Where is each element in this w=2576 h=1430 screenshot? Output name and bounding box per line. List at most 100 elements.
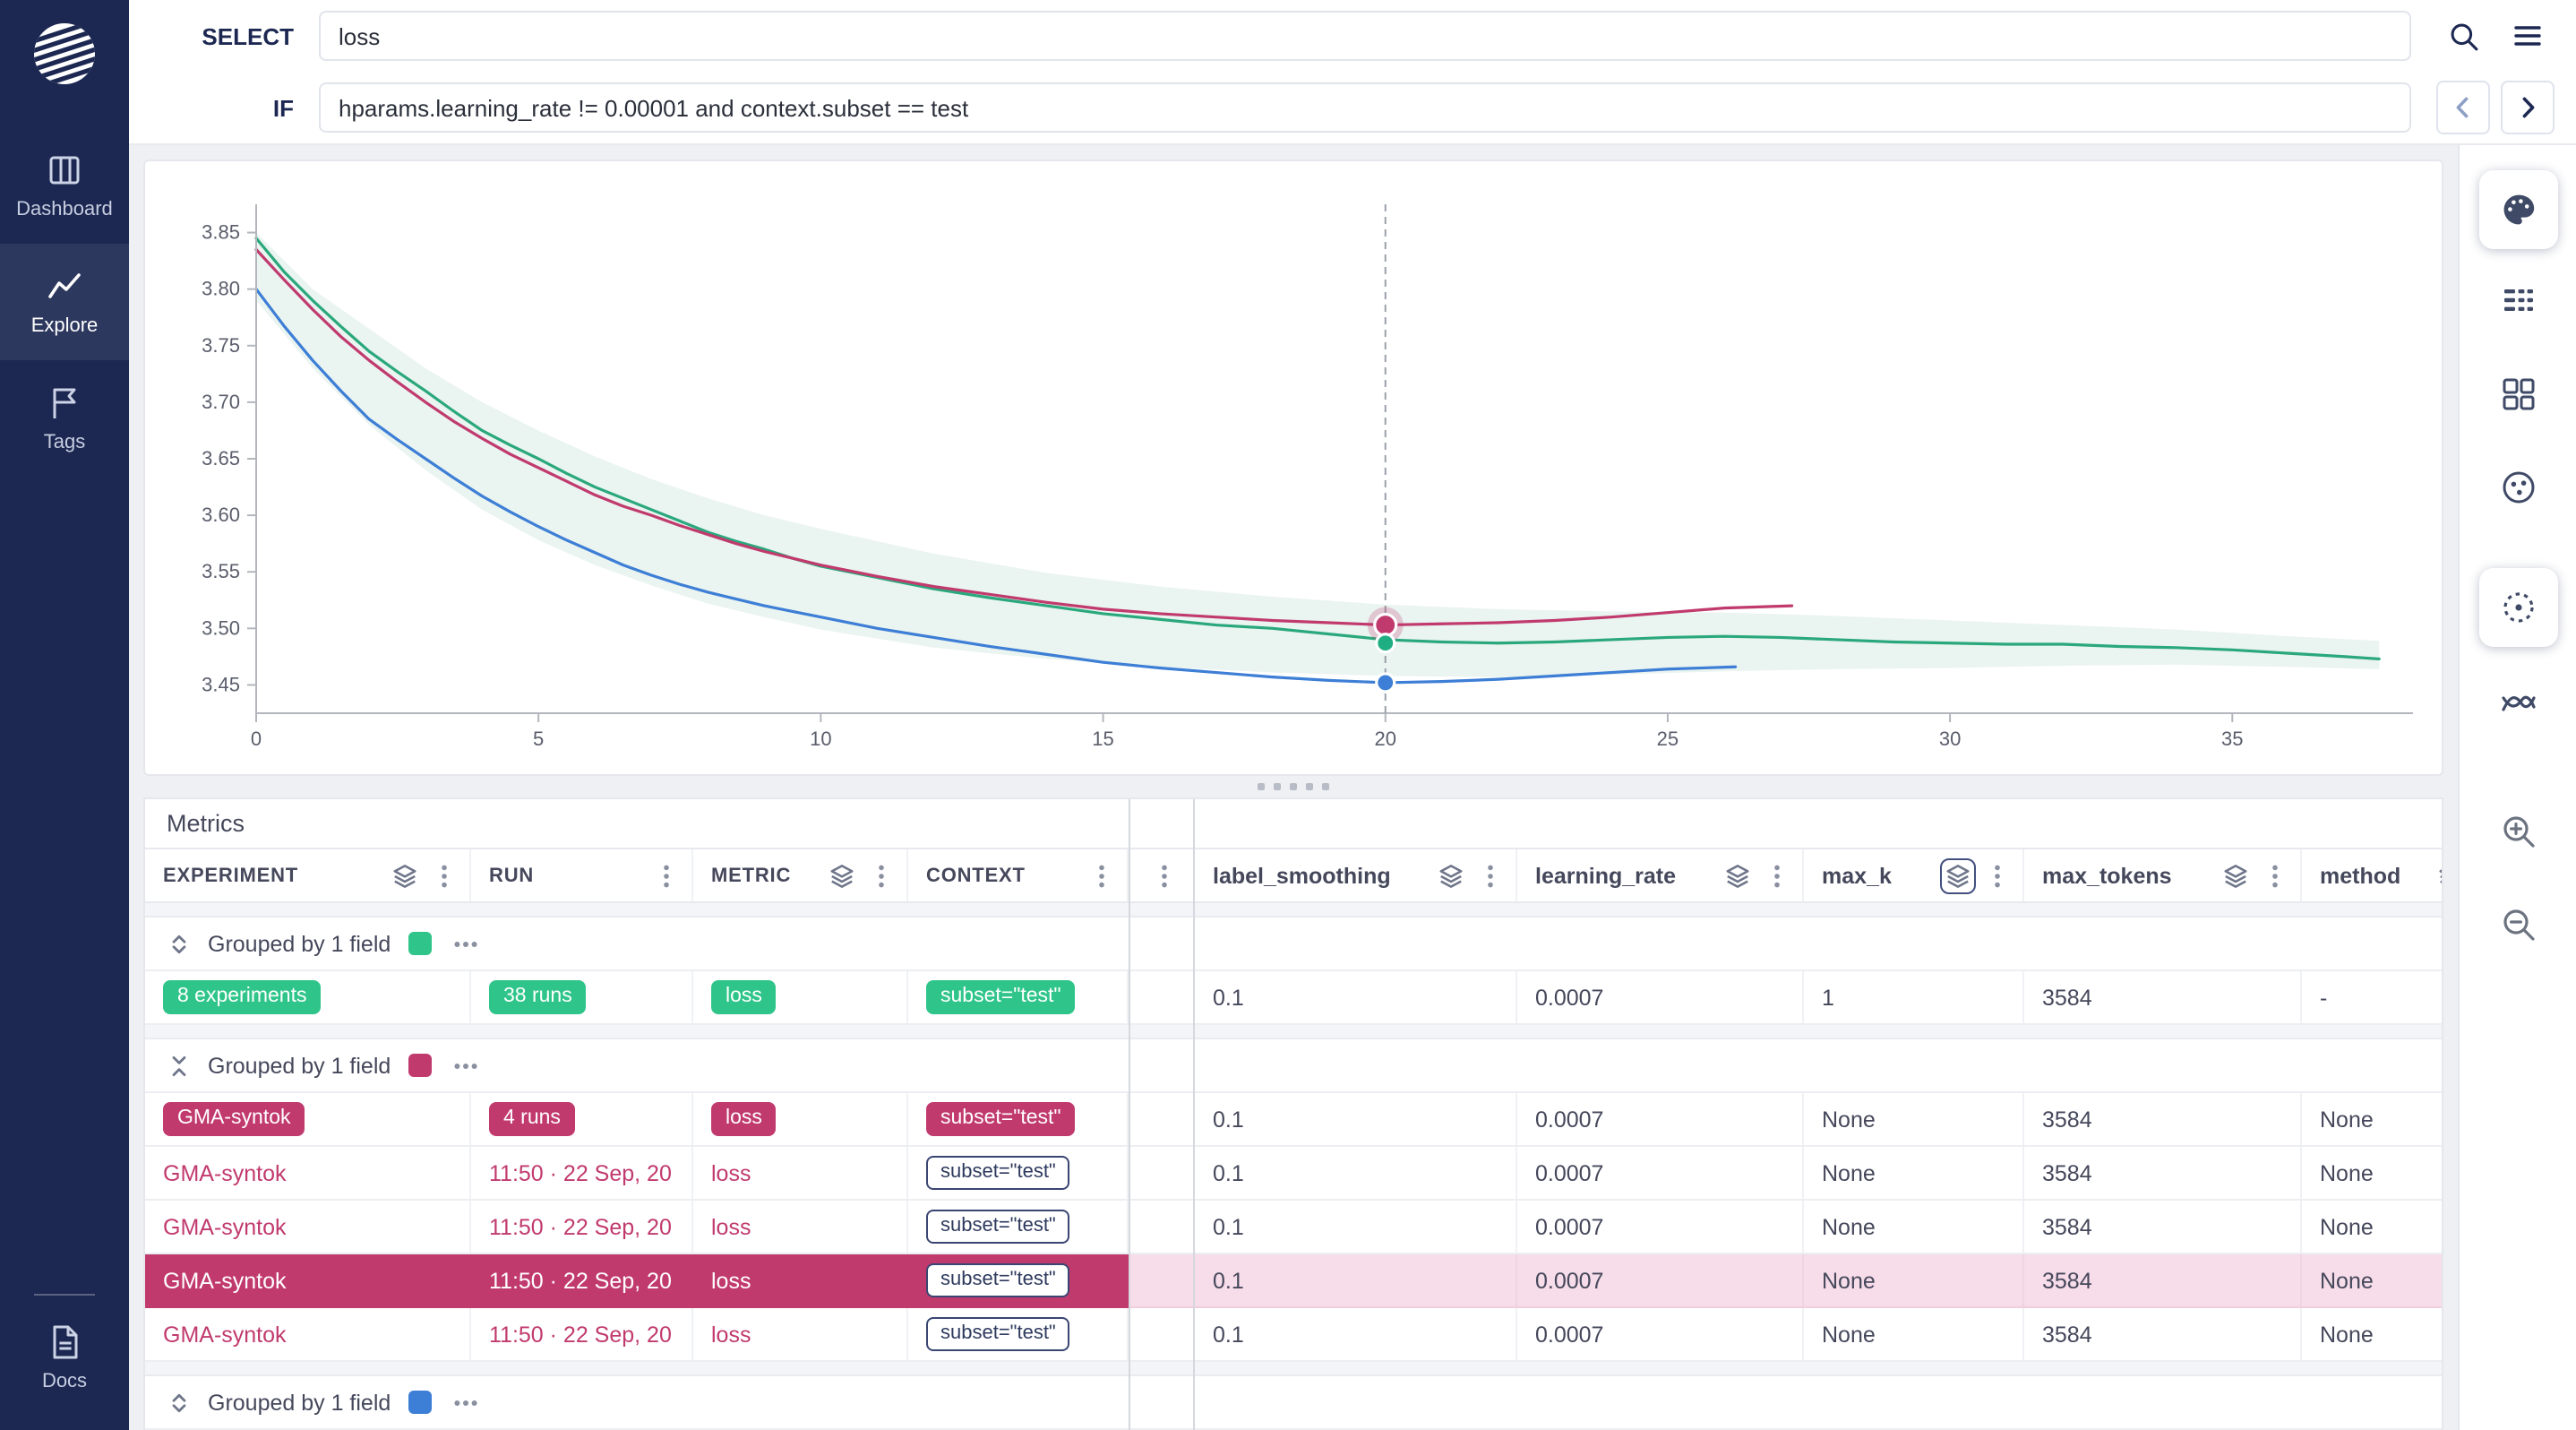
unfold-less-button[interactable] bbox=[163, 1049, 195, 1081]
table-row[interactable]: GMA-syntok 11:50 · 22 Sep, 20 loss subset="… bbox=[145, 1147, 1129, 1201]
group-by-column-icon[interactable] bbox=[1720, 857, 1756, 893]
next-query-button[interactable] bbox=[2501, 81, 2555, 134]
column-header-method[interactable]: method bbox=[2302, 849, 2442, 901]
run-badge[interactable]: 38 runs bbox=[489, 980, 587, 1014]
context-badge[interactable]: subset="test" bbox=[926, 1102, 1076, 1136]
table-view-button[interactable] bbox=[2491, 274, 2545, 328]
column-header-experiment[interactable]: EXPERIMENT bbox=[145, 849, 471, 901]
column-menu-icon[interactable] bbox=[1084, 857, 1120, 893]
group-by-column-icon[interactable] bbox=[2218, 857, 2254, 893]
column-menu-icon[interactable] bbox=[863, 857, 899, 893]
column-header-metric[interactable]: METRIC bbox=[693, 849, 908, 901]
table-row-params: 0.1 0.0007 1 3584 - bbox=[1195, 971, 2442, 1025]
table-row[interactable]: GMA-syntok 11:50 · 22 Sep, 20 loss subset="… bbox=[145, 1308, 1129, 1362]
tags-icon bbox=[53, 388, 76, 418]
points-density-button[interactable] bbox=[2491, 461, 2545, 514]
table-row[interactable]: 8 experiments 38 runs loss subset="test" bbox=[145, 971, 1129, 1025]
sidebar-item-dashboard[interactable]: Dashboard bbox=[0, 127, 129, 244]
line-chart[interactable]: 3.45 3.50 3.55 3.60 3.65 3.70 3.75 3.80 3.85 0 5 10… bbox=[145, 161, 2442, 774]
max_tokens-value-cell: 3584 bbox=[2024, 971, 2302, 1023]
sidebar-item-docs[interactable]: Docs bbox=[0, 1299, 129, 1416]
max_tokens-value-cell: 3584 bbox=[2024, 1201, 2302, 1253]
metric-badge[interactable]: loss bbox=[711, 980, 777, 1014]
group-color-chip[interactable] bbox=[408, 1054, 433, 1077]
experiment-badge[interactable]: 8 experiments bbox=[163, 980, 322, 1014]
max_tokens-value-cell: 3584 bbox=[2024, 1308, 2302, 1360]
context-badge[interactable]: subset="test" bbox=[926, 1210, 1070, 1244]
context-badge[interactable]: subset="test" bbox=[926, 1263, 1070, 1297]
column-header-context[interactable]: CONTEXT bbox=[908, 849, 1129, 901]
column-menu-icon[interactable] bbox=[648, 857, 684, 893]
unfold-more-button[interactable] bbox=[163, 927, 195, 960]
aim-logo[interactable] bbox=[26, 18, 103, 99]
column-menu-icon[interactable] bbox=[426, 857, 462, 893]
param-value: 3584 bbox=[2042, 985, 2092, 1010]
table-row[interactable]: GMA-syntok 11:50 · 22 Sep, 20 loss subset="… bbox=[145, 1201, 1129, 1254]
param-value: - bbox=[2320, 985, 2328, 1010]
column-menu-icon[interactable] bbox=[2257, 857, 2293, 893]
param-value: 0.0007 bbox=[1535, 1107, 1604, 1132]
if-input[interactable] bbox=[319, 82, 2411, 133]
group-menu-icon[interactable] bbox=[450, 927, 482, 960]
group-menu-icon[interactable] bbox=[450, 1049, 482, 1081]
learning_rate-value-cell: 0.0007 bbox=[1517, 1093, 1804, 1145]
param-value: 0.0007 bbox=[1535, 1160, 1604, 1185]
group-by-column-icon[interactable] bbox=[387, 857, 423, 893]
metric-text: loss bbox=[711, 1214, 751, 1239]
context-badge[interactable]: subset="test" bbox=[926, 1156, 1070, 1190]
column-header-run[interactable]: RUN bbox=[471, 849, 693, 901]
group-by-column-icon[interactable] bbox=[2433, 857, 2442, 893]
column-menu-icon[interactable] bbox=[1473, 857, 1508, 893]
sidebar-item-tags[interactable]: Tags bbox=[0, 360, 129, 477]
group-color-chip[interactable] bbox=[408, 932, 433, 955]
sidebar-item-label: Docs bbox=[41, 1371, 88, 1392]
search-button[interactable] bbox=[2436, 9, 2490, 63]
group-by-column-icon[interactable] bbox=[1940, 857, 1976, 893]
table-row[interactable]: GMA-syntok 4 runs loss subset="test" bbox=[145, 1093, 1129, 1147]
context-cell: subset="test" bbox=[908, 971, 1129, 1023]
prev-query-button[interactable] bbox=[2436, 81, 2490, 134]
context-badge[interactable]: subset="test" bbox=[926, 1317, 1070, 1351]
learning_rate-value-cell: 0.0007 bbox=[1517, 971, 1804, 1023]
run-badge[interactable]: 4 runs bbox=[489, 1102, 575, 1136]
kebab-menu-icon bbox=[1774, 864, 1780, 887]
column-header-max_k[interactable]: max_k bbox=[1804, 849, 2024, 901]
color-settings-button[interactable] bbox=[2478, 170, 2557, 249]
hamburger-icon bbox=[2514, 26, 2541, 46]
zoom-out-button[interactable] bbox=[2491, 898, 2545, 952]
sidebar: Dashboard Explore Tags bbox=[0, 0, 129, 1430]
menu-button[interactable] bbox=[2501, 9, 2555, 63]
group-by-column-icon[interactable] bbox=[824, 857, 860, 893]
column-menu-icon[interactable] bbox=[1979, 857, 2015, 893]
section-gap bbox=[1130, 1362, 1193, 1376]
zoom-in-button[interactable] bbox=[2491, 805, 2545, 858]
table-row[interactable]: GMA-syntok 11:50 · 22 Sep, 20 loss subset="… bbox=[145, 1254, 1129, 1308]
select-input[interactable] bbox=[319, 11, 2411, 61]
experiment-badge[interactable]: GMA-syntok bbox=[163, 1102, 305, 1136]
experiment-text: GMA-syntok bbox=[163, 1322, 287, 1347]
select-row: SELECT bbox=[129, 0, 2576, 72]
experiment-cell: GMA-syntok bbox=[145, 1147, 471, 1199]
learning_rate-value-cell: 0.0007 bbox=[1517, 1254, 1804, 1306]
sidebar-item-explore[interactable]: Explore bbox=[0, 244, 129, 360]
aggregation-button[interactable] bbox=[2491, 676, 2545, 729]
layers-icon bbox=[1726, 864, 1749, 887]
column-header-max_tokens[interactable]: max_tokens bbox=[2024, 849, 2302, 901]
metric-badge[interactable]: loss bbox=[711, 1102, 777, 1136]
metric-cell: loss bbox=[693, 1147, 908, 1199]
grid-view-button[interactable] bbox=[2491, 367, 2545, 421]
column-header-label: max_tokens bbox=[2042, 863, 2172, 888]
group-color-chip[interactable] bbox=[408, 1391, 433, 1414]
group-by-column-icon[interactable] bbox=[1433, 857, 1469, 893]
column-header-label_smoothing[interactable]: label_smoothing bbox=[1195, 849, 1517, 901]
unfold-more-button[interactable] bbox=[163, 1386, 195, 1418]
context-badge[interactable]: subset="test" bbox=[926, 980, 1076, 1014]
param-value: None bbox=[2320, 1268, 2374, 1293]
row-spacer bbox=[1130, 1093, 1193, 1147]
group-menu-icon[interactable] bbox=[450, 1386, 482, 1418]
column-menu-icon[interactable] bbox=[1759, 857, 1795, 893]
column-menu-icon[interactable] bbox=[1146, 857, 1181, 893]
column-header-learning_rate[interactable]: learning_rate bbox=[1517, 849, 1804, 901]
panel-resize-handle[interactable] bbox=[129, 776, 2458, 797]
grouping-button[interactable] bbox=[2478, 568, 2557, 647]
